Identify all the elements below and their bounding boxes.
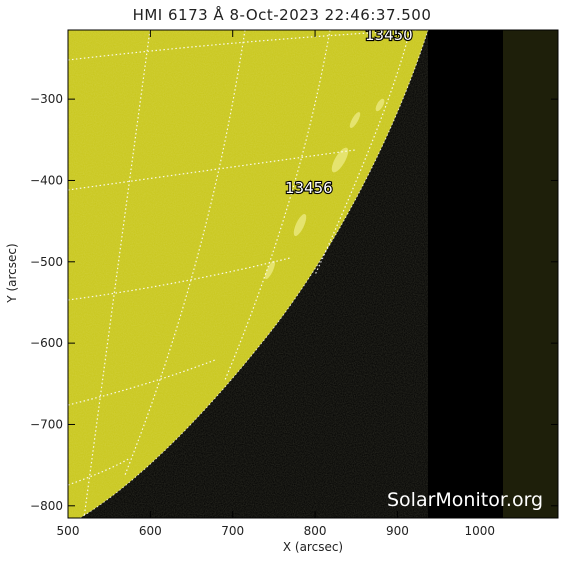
x-tick-label: 600 xyxy=(139,524,162,538)
y-tick-label: −700 xyxy=(30,417,63,431)
limb-outline xyxy=(79,30,429,518)
y-axis: −300 −400 −500 −600 −700 −800 xyxy=(30,92,558,513)
y-tick-label: −600 xyxy=(30,336,63,350)
plot-area: 13450 13456 SolarMonitor.org xyxy=(68,26,558,518)
x-axis: 500 600 700 800 900 1000 xyxy=(57,30,495,538)
region-label-13456: 13456 xyxy=(285,179,333,197)
x-tick-label: 1000 xyxy=(464,524,495,538)
region-label-13450: 13450 xyxy=(365,26,413,44)
x-axis-label: X (arcsec) xyxy=(282,540,344,554)
y-axis-label: Y (arcsec) xyxy=(5,243,19,303)
plage-features xyxy=(264,98,385,280)
image-title: HMI 6173 Å 8-Oct-2023 22:46:37.500 xyxy=(132,6,432,24)
y-tick-label: −800 xyxy=(30,499,63,513)
plot-frame xyxy=(67,29,559,519)
watermark: SolarMonitor.org xyxy=(387,489,543,511)
x-tick-label: 800 xyxy=(304,524,327,538)
y-tick-label: −500 xyxy=(30,255,63,269)
x-tick-label: 700 xyxy=(221,524,244,538)
heliographic-grid xyxy=(68,30,419,518)
y-tick-label: −400 xyxy=(30,173,63,187)
x-tick-label: 900 xyxy=(386,524,409,538)
image-edge-band xyxy=(503,30,558,518)
x-tick-label: 500 xyxy=(57,524,80,538)
y-tick-label: −300 xyxy=(30,92,63,106)
